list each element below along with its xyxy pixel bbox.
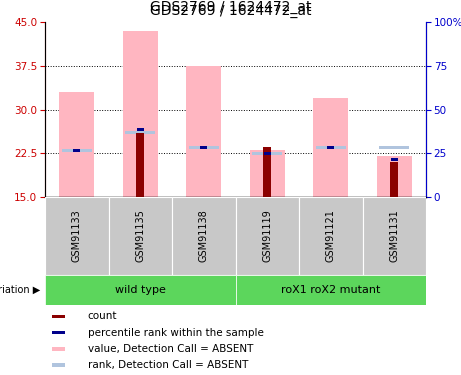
Bar — [236, 275, 426, 305]
Bar — [186, 66, 221, 197]
Text: GSM91138: GSM91138 — [199, 210, 209, 262]
Text: GSM91133: GSM91133 — [72, 210, 82, 262]
Bar — [250, 150, 285, 197]
Text: GSM91121: GSM91121 — [326, 210, 336, 262]
Text: roX1 roX2 mutant: roX1 roX2 mutant — [281, 285, 380, 295]
Bar — [172, 197, 236, 275]
Bar — [362, 197, 426, 275]
Text: GDS2769 / 1624472_at: GDS2769 / 1624472_at — [150, 0, 311, 14]
Text: genotype/variation ▶: genotype/variation ▶ — [0, 285, 41, 295]
Bar — [52, 347, 65, 351]
Bar — [253, 152, 282, 155]
Text: percentile rank within the sample: percentile rank within the sample — [88, 328, 264, 338]
Text: GDS2769 / 1624472_at: GDS2769 / 1624472_at — [150, 4, 311, 18]
Bar — [45, 197, 108, 275]
Bar — [264, 152, 271, 155]
Bar — [73, 149, 81, 152]
Bar — [52, 331, 65, 334]
Bar — [299, 197, 362, 275]
Text: rank, Detection Call = ABSENT: rank, Detection Call = ABSENT — [88, 360, 248, 370]
Text: GSM91135: GSM91135 — [135, 210, 145, 262]
Bar — [377, 156, 412, 197]
Bar — [52, 363, 65, 367]
Bar — [390, 162, 398, 197]
Bar — [189, 146, 219, 149]
Text: GSM91119: GSM91119 — [262, 210, 272, 262]
Bar — [62, 149, 92, 152]
Text: wild type: wild type — [115, 285, 165, 295]
Bar — [125, 131, 155, 134]
Text: value, Detection Call = ABSENT: value, Detection Call = ABSENT — [88, 344, 253, 354]
Bar — [108, 197, 172, 275]
Text: count: count — [88, 311, 117, 321]
Bar — [263, 147, 272, 197]
Bar — [136, 129, 144, 131]
Bar — [136, 133, 144, 197]
Bar — [313, 98, 348, 197]
Bar — [200, 146, 207, 149]
Bar — [52, 315, 65, 318]
Bar — [45, 275, 236, 305]
Bar — [59, 92, 94, 197]
Bar — [316, 146, 346, 149]
Bar — [236, 197, 299, 275]
Bar — [379, 146, 409, 149]
Bar — [390, 158, 398, 160]
Bar — [327, 146, 335, 149]
Text: GSM91131: GSM91131 — [389, 210, 399, 262]
Bar — [123, 31, 158, 197]
